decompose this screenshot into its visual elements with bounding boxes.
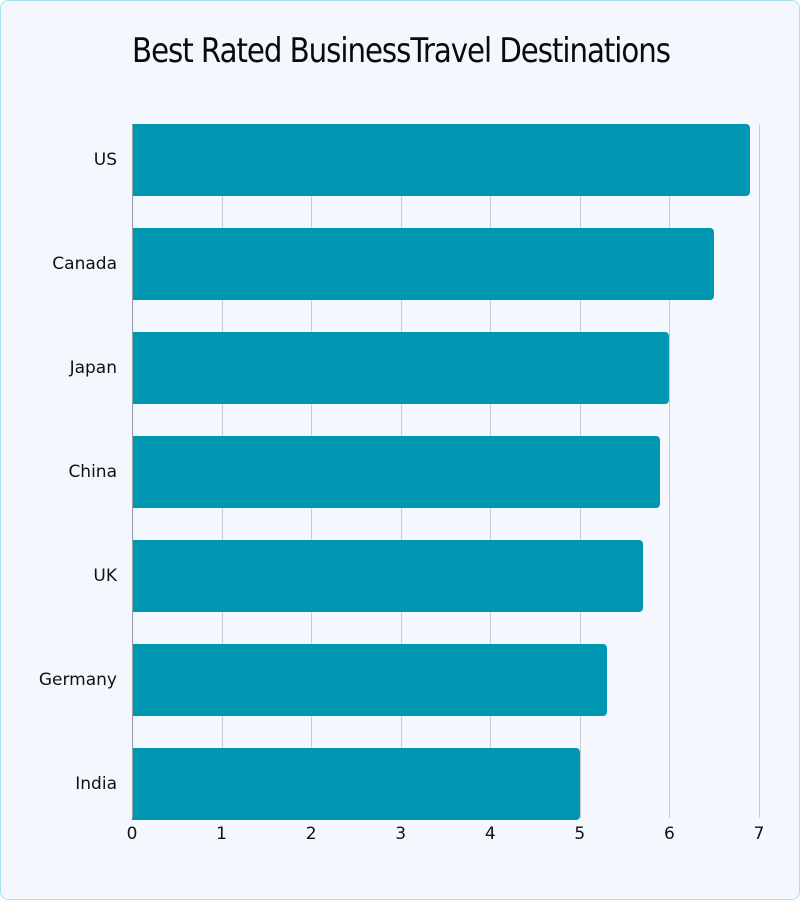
x-axis-tick-label: 3 [395,824,407,844]
bar-us [132,124,751,196]
bar-china [132,436,661,508]
x-axis-tick-label: 4 [484,824,496,844]
x-axis-tick-label: 6 [664,824,675,844]
x-axis-tick-label: 5 [574,824,586,844]
y-axis-label: US [93,150,117,170]
chart-title: Best Rated BusinessTravel Destinations [132,31,671,71]
x-axis-tick-label: 1 [216,824,227,844]
y-axis-label: UK [93,566,117,586]
gridline [669,124,671,818]
y-axis-label: Japan [69,358,117,378]
x-axis-tick-label: 7 [753,824,765,844]
plot-area [132,124,760,820]
bar-japan [132,332,670,404]
gridline [759,124,760,818]
x-axis-tick-label: 2 [305,824,317,844]
y-axis-label: China [68,462,117,482]
y-axis-label: Canada [52,254,117,274]
y-axis-line [132,124,133,818]
y-axis-label: India [75,774,117,794]
bar-india [132,748,580,820]
bar-canada [132,228,715,300]
bar-uk [132,540,643,612]
x-axis-tick-label: 0 [126,824,138,844]
bar-germany [132,644,607,716]
y-axis-label: Germany [38,670,117,690]
